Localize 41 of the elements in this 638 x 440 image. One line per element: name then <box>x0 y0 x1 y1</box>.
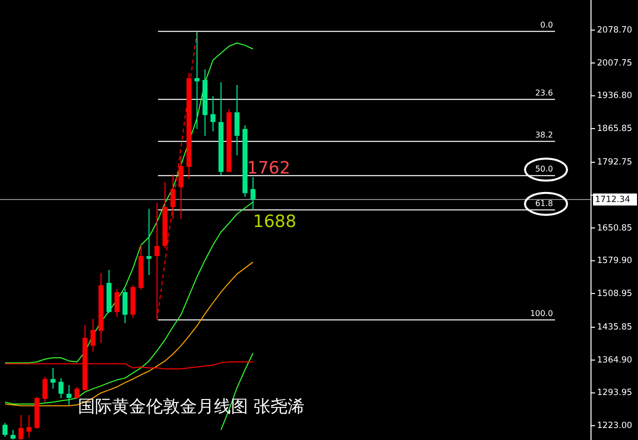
annotation: 1688 <box>253 212 296 232</box>
candlestick <box>26 414 32 438</box>
annotation: 100.0 <box>530 308 553 318</box>
candlestick <box>250 176 256 210</box>
candlestick <box>170 174 176 220</box>
annotation: 50.0 <box>535 164 553 174</box>
candlestick <box>58 378 64 398</box>
candlestick <box>42 376 48 403</box>
candlestick <box>114 288 120 318</box>
annotation: 38.2 <box>535 130 553 140</box>
candlestick <box>122 288 128 324</box>
candlestick <box>50 367 56 390</box>
annotation: 23.6 <box>535 88 553 98</box>
candlestick <box>194 30 200 130</box>
y-tick-label: 1293.95 <box>597 388 632 398</box>
candlestick <box>18 414 24 440</box>
y-tick-label: 1792.75 <box>597 158 632 168</box>
y-tick-label: 1364.90 <box>597 355 632 366</box>
candlestick <box>66 384 72 406</box>
candlestick <box>2 422 8 438</box>
candlestick <box>234 84 240 156</box>
y-tick-label: 1223.00 <box>597 421 632 431</box>
y-tick-label: 1936.80 <box>597 91 632 102</box>
y-tick-label: 1865.85 <box>597 124 632 134</box>
candlestick <box>90 318 96 352</box>
ref-line-label: 1712.34 <box>595 194 630 205</box>
annotation: 国际黄金伦敦金月线图 张尧浠 <box>78 397 304 417</box>
y-tick-label: 2078.70 <box>597 26 632 36</box>
y-tick-label: 1579.90 <box>597 256 632 266</box>
y-tick-label: 1435.85 <box>597 322 632 333</box>
annotation: 1762 <box>247 158 290 179</box>
y-tick-label: 1650.85 <box>597 223 632 234</box>
annotation: 61.8 <box>535 198 553 208</box>
candlestick <box>178 154 184 220</box>
candlestick <box>74 386 80 398</box>
annotation: 0.0 <box>540 20 553 30</box>
candlestick <box>146 208 152 276</box>
candlestick <box>210 96 216 132</box>
candlestick <box>10 429 16 440</box>
y-tick-label: 2007.75 <box>597 58 632 68</box>
y-tick-label: 1508.95 <box>597 288 632 299</box>
